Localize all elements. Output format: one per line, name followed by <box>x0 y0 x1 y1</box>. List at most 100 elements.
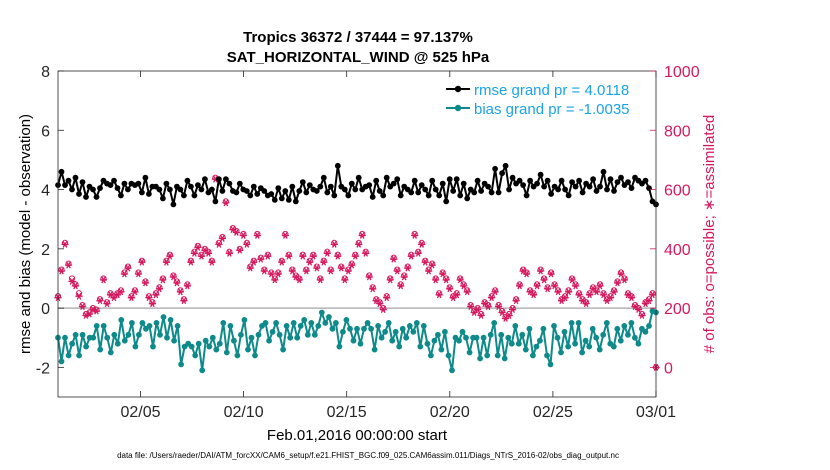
bias-point <box>575 320 582 326</box>
legend-rmse-marker <box>454 85 462 93</box>
rmse-point <box>118 192 124 199</box>
bias-point <box>343 317 350 323</box>
rmse-point <box>202 176 208 183</box>
bias-point <box>456 337 462 344</box>
bias-point <box>213 346 220 353</box>
obs-assimilated-marker <box>320 258 328 266</box>
obs-assimilated-marker <box>337 264 345 272</box>
bias-point <box>382 328 388 335</box>
y-left-tick-label: 2 <box>41 242 50 259</box>
rmse-point <box>163 180 170 187</box>
bias-point <box>551 323 557 329</box>
bias-point <box>445 352 452 359</box>
bias-point <box>252 352 258 359</box>
x-tick-label: 02/10 <box>224 404 264 421</box>
obs-assimilated-marker <box>537 267 545 275</box>
bias-point <box>522 346 529 353</box>
rmse-point <box>376 188 383 194</box>
bias-point <box>396 343 403 350</box>
bias-point <box>231 337 237 344</box>
rmse-point <box>296 188 303 194</box>
obs-assimilated-marker <box>267 270 275 278</box>
bias-point <box>347 325 353 332</box>
rmse-point <box>600 168 607 175</box>
rmse-point <box>579 189 586 196</box>
obs-assimilated-marker <box>236 246 244 254</box>
y-left-tick-label: 8 <box>41 64 50 81</box>
obs-assimilated-marker <box>390 255 398 263</box>
rmse-point <box>485 183 491 190</box>
bias-point <box>157 331 163 338</box>
rmse-bias-series <box>55 162 659 374</box>
y-axis-right-ticks: 0 200 400 600 800 1000 <box>650 64 700 377</box>
bias-point <box>438 346 445 353</box>
rmse-point <box>590 176 596 183</box>
x-axis-label: Feb.01,2016 00:00:00 start <box>267 427 448 444</box>
rmse-point <box>614 179 621 186</box>
obs-assimilated-marker <box>155 285 163 293</box>
rmse-point <box>278 195 285 202</box>
bias-point <box>392 328 399 335</box>
bias-point <box>223 349 230 356</box>
rmse-point <box>191 192 198 199</box>
bias-point <box>480 334 487 341</box>
bias-point <box>540 325 547 332</box>
bias-point <box>431 337 438 344</box>
bias-point <box>238 331 244 338</box>
bias-point <box>283 323 290 329</box>
bias-point <box>227 323 234 329</box>
rmse-point <box>495 189 502 196</box>
obs-assimilated-marker <box>442 276 450 284</box>
bias-point <box>262 320 269 326</box>
rmse-point <box>331 192 338 199</box>
obs-assimilated-marker <box>299 252 307 260</box>
obs-assimilated-marker <box>362 249 370 257</box>
rmse-point <box>516 177 523 184</box>
rmse-point <box>352 186 359 193</box>
bias-point <box>593 334 600 341</box>
bias-point <box>79 331 86 338</box>
rmse-point <box>97 185 103 192</box>
obs-assimilated-marker <box>281 232 289 239</box>
obs-assimilated-marker <box>369 285 377 293</box>
bias-point <box>202 337 209 344</box>
obs-assimilated-marker <box>505 312 513 319</box>
obs-assimilated-marker <box>204 249 212 257</box>
y-right-tick-label: 600 <box>664 183 691 200</box>
bias-point <box>167 317 174 323</box>
bias-point <box>322 320 329 326</box>
rmse-point <box>464 195 471 202</box>
obs-assimilated-marker <box>484 303 492 311</box>
bias-point <box>308 320 315 326</box>
chart-subtitle: SAT_HORIZONTAL_WIND @ 525 hPa <box>227 49 490 66</box>
bias-point <box>371 346 378 353</box>
bias-point <box>364 320 371 326</box>
bias-point <box>491 320 498 326</box>
bias-point <box>449 367 455 374</box>
bias-point <box>58 358 65 365</box>
obs-assimilated-marker <box>565 288 573 296</box>
bias-point <box>361 325 367 332</box>
bias-point <box>410 328 417 335</box>
obs-assimilated-marker <box>404 264 412 272</box>
rmse-point <box>460 180 467 187</box>
rmse-point <box>223 176 229 183</box>
obs-assimilated-marker <box>232 229 240 236</box>
data-file-footnote: data file: /Users/raeder/DAI/ATM_forcXX/… <box>117 451 619 460</box>
rmse-point <box>198 186 205 193</box>
obs-count-series <box>54 174 660 371</box>
bias-point <box>125 331 132 338</box>
bias-point <box>473 334 480 341</box>
rmse-point <box>394 176 401 183</box>
rmse-point <box>93 194 100 200</box>
y-left-tick-label: 4 <box>41 183 50 200</box>
legend-rmse-label: rmse grand pr = 4.0118 <box>474 82 629 99</box>
legend: rmse grand pr = 4.0118 bias grand pr = -… <box>440 78 648 120</box>
bias-point <box>62 334 68 341</box>
bias-point <box>554 334 561 341</box>
rmse-point <box>502 162 509 169</box>
rmse-point <box>593 188 600 194</box>
obs-assimilated-marker <box>379 306 387 314</box>
rmse-point <box>436 192 443 199</box>
obs-assimilated-marker <box>257 255 265 263</box>
